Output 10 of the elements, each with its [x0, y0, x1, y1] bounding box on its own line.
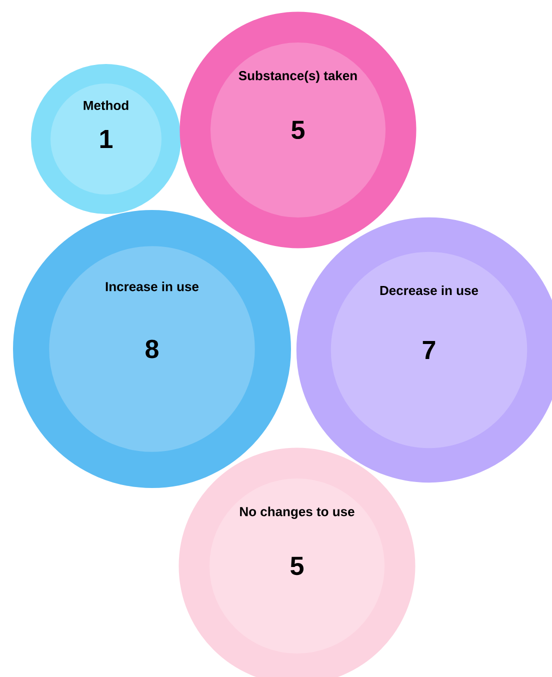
category-label: Increase in use	[106, 282, 199, 292]
category-label: No changes to use	[240, 506, 354, 519]
data-label: 5	[292, 120, 305, 140]
category-label: Substance(s) taken	[238, 70, 357, 83]
data-label: 1	[100, 130, 113, 148]
data-label: 8	[146, 340, 158, 358]
category-label: Decrease in use	[380, 286, 478, 296]
data-label: 7	[422, 341, 436, 359]
data-label: 5	[290, 556, 304, 576]
category-label: Method	[84, 100, 128, 110]
